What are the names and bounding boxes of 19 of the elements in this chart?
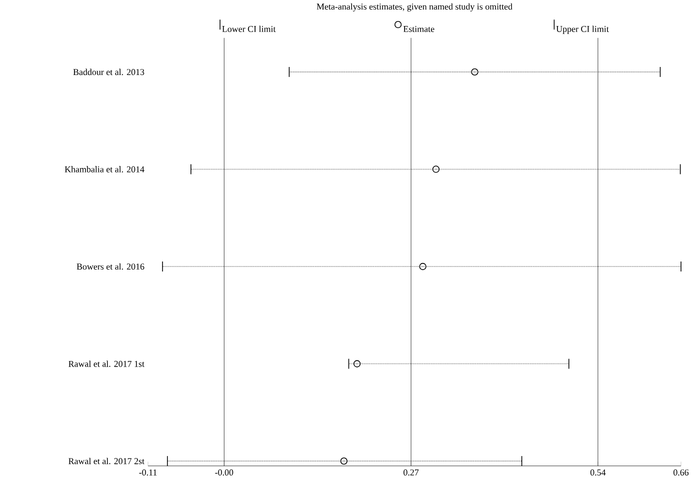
x-tick-label: -0.00	[215, 469, 234, 476]
x-tick-label: 0.54	[590, 469, 606, 476]
point	[340, 458, 348, 465]
text: Upper CI limit	[556, 26, 609, 34]
y-tick-label: Rawal et al. 2017 1st	[68, 360, 144, 367]
legend-label: Estimate	[403, 26, 434, 32]
x-tick-label: -0.11	[139, 469, 157, 476]
point	[471, 68, 478, 76]
y-tick-label: Bowers et al. 2016	[76, 263, 144, 270]
y-tick-label: Khambalia et al. 2014	[64, 166, 144, 172]
point	[419, 262, 426, 270]
x-tick-label: 0.27	[404, 469, 419, 476]
point	[353, 360, 361, 368]
text: Lower CI limit	[222, 26, 276, 32]
chart-title: Meta-analysis estimates, given named study is omitted	[316, 3, 512, 12]
point	[432, 166, 440, 173]
y-tick-label: Rawal et al. 2017 2st	[68, 458, 144, 464]
x-tick-label: 0.66	[673, 469, 689, 476]
y-tick-label: Baddour et al. 2013	[73, 68, 144, 76]
